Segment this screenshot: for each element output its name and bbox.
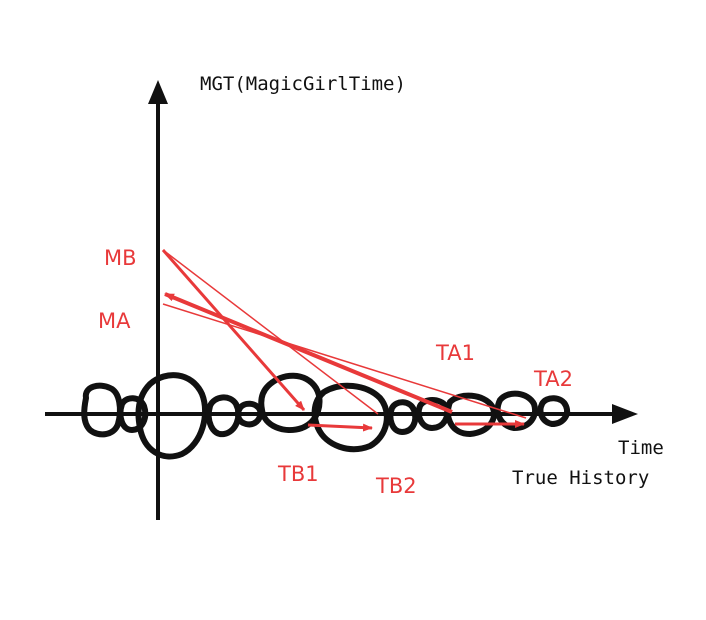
loop	[387, 399, 419, 435]
label-ma: MA	[98, 309, 131, 333]
x-axis-label-true-history: True History	[512, 467, 649, 489]
loop	[311, 382, 390, 453]
time-travel-arrows	[161, 249, 527, 432]
arrow-tb1-to-tb2	[307, 423, 373, 432]
line-ma-to-ta2	[162, 303, 527, 419]
loop	[205, 394, 242, 438]
loop	[235, 400, 264, 428]
loop	[117, 395, 149, 433]
loop	[494, 390, 538, 431]
y-axis-arrowhead	[148, 80, 168, 104]
arrow-ta1-to-ma	[164, 292, 453, 414]
label-tb2: TB2	[375, 474, 417, 498]
x-axis-label-time: Time	[618, 437, 664, 459]
history-loops	[81, 372, 570, 460]
label-ta2: TA2	[533, 367, 573, 391]
line-mb-to-tb2	[162, 249, 379, 415]
label-ta1: TA1	[435, 341, 475, 365]
loop	[537, 395, 570, 427]
label-mb: MB	[104, 246, 137, 270]
loop	[81, 382, 123, 438]
loop	[258, 372, 323, 433]
label-tb1: TB1	[277, 462, 319, 486]
x-axis-arrowhead	[612, 404, 638, 424]
axes	[45, 80, 638, 520]
loop	[135, 372, 209, 460]
loop	[415, 397, 451, 431]
y-axis-label: MGT(MagicGirlTime)	[200, 73, 406, 95]
arrow-mb-to-tb1	[161, 249, 306, 411]
